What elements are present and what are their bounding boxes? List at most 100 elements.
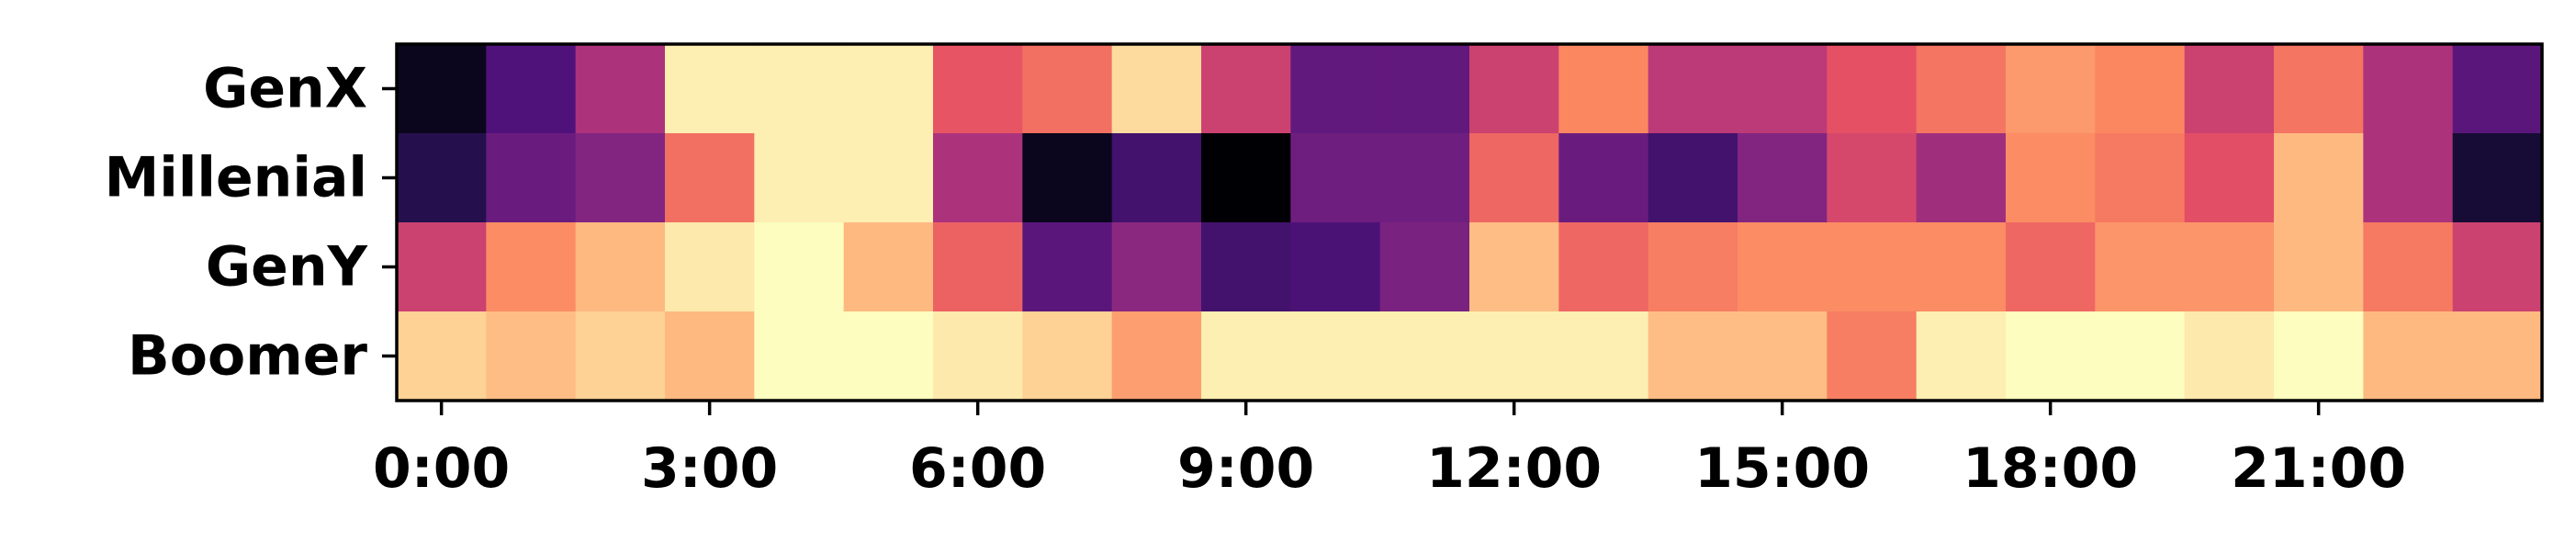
heatmap-cell <box>2363 222 2454 312</box>
heatmap-cell <box>1290 133 1381 223</box>
heatmap-cell <box>397 44 487 134</box>
heatmap-cell <box>1558 133 1649 223</box>
heatmap-cell <box>2184 311 2275 401</box>
heatmap-cell <box>1022 311 1113 401</box>
heatmap-cell <box>1558 44 1649 134</box>
heatmap-cell <box>754 133 845 223</box>
heatmap-cell <box>2274 311 2364 401</box>
heatmap-cell <box>1022 44 1113 134</box>
heatmap-cell <box>2006 222 2096 312</box>
heatmap-cell <box>843 133 934 223</box>
x-tick-label: 21:00 <box>2231 436 2406 501</box>
heatmap-cell <box>1111 44 1202 134</box>
heatmap-cell <box>2274 222 2364 312</box>
heatmap-cell <box>397 133 487 223</box>
heatmap-cell <box>2452 222 2543 312</box>
heatmap-cell <box>1916 133 2007 223</box>
heatmap-cell <box>2274 44 2364 134</box>
heatmap-cell <box>397 222 487 312</box>
heatmap-cell <box>1111 311 1202 401</box>
heatmap-cell <box>1022 133 1113 223</box>
heatmap-cell <box>2452 133 2543 223</box>
heatmap-cell <box>1648 222 1738 312</box>
heatmap-cell <box>2184 133 2275 223</box>
heatmap-cell <box>1648 44 1738 134</box>
plot-frame <box>395 42 2544 402</box>
heatmap-cell <box>933 44 1023 134</box>
heatmap-cell <box>2006 311 2096 401</box>
heatmap-cell <box>1379 133 1470 223</box>
heatmap-cell <box>2274 133 2364 223</box>
heatmap-cell <box>397 311 487 401</box>
heatmap-cell <box>754 222 845 312</box>
heatmap-cell <box>933 311 1023 401</box>
heatmap-cell <box>1201 133 1291 223</box>
heatmap-cell <box>2095 222 2186 312</box>
heatmap-cell <box>754 311 845 401</box>
heatmap-cell <box>1827 311 1918 401</box>
heatmap-cell <box>1290 44 1381 134</box>
heatmap-cell <box>1469 133 1559 223</box>
heatmap-cell <box>575 133 666 223</box>
heatmap-cell <box>1827 44 1918 134</box>
y-tick-label: GenX <box>203 57 367 121</box>
heatmap-cell <box>1916 311 2007 401</box>
heatmap-cell <box>665 222 755 312</box>
heatmap-cell <box>843 44 934 134</box>
heatmap-cell <box>1022 222 1113 312</box>
heatmap-cell <box>1469 311 1559 401</box>
heatmap-cell <box>933 222 1023 312</box>
heatmap-cell <box>2006 44 2096 134</box>
heatmap-cell <box>1379 222 1470 312</box>
heatmap-cell <box>843 311 934 401</box>
y-tick-label: GenY <box>206 235 369 300</box>
heatmap-cell <box>754 44 845 134</box>
heatmap-cell <box>1648 133 1738 223</box>
heatmap-cell <box>2363 133 2454 223</box>
heatmap-cell <box>1558 311 1649 401</box>
heatmap-cell <box>2363 44 2454 134</box>
heatmap-cell <box>1111 222 1202 312</box>
heatmap-cell <box>575 311 666 401</box>
heatmap-cell <box>1827 133 1918 223</box>
heatmap-cell <box>486 311 577 401</box>
heatmap-cell <box>2095 311 2186 401</box>
heatmap-cell <box>2363 311 2454 401</box>
heatmap-cell <box>486 44 577 134</box>
x-tick-label: 18:00 <box>1963 436 2138 501</box>
heatmap-cell <box>2184 222 2275 312</box>
x-tick-label: 12:00 <box>1426 436 1602 501</box>
heatmap-cell <box>1827 222 1918 312</box>
heatmap-cell <box>1738 222 1828 312</box>
heatmap-cell <box>1916 44 2007 134</box>
heatmap-cell <box>2095 44 2186 134</box>
x-axis: 0:00 3:00 6:00 9:00 12:00 15:00 18:00 21:00 <box>373 401 2406 501</box>
heatmap-cell <box>1379 44 1470 134</box>
heatmap-cell <box>665 133 755 223</box>
heatmap-cell <box>665 44 755 134</box>
heatmap-cell <box>2006 133 2096 223</box>
heatmap-cell <box>575 44 666 134</box>
heatmap-cell <box>1738 44 1828 134</box>
y-tick-label: Millenial <box>105 146 367 210</box>
heatmap-cell <box>1738 133 1828 223</box>
heatmap-cell <box>1916 222 2007 312</box>
heatmap-cell <box>1111 133 1202 223</box>
x-tick-label: 15:00 <box>1694 436 1870 501</box>
y-axis: GenX Millenial GenY Boomer <box>105 57 397 389</box>
heatmap-cell <box>1201 311 1291 401</box>
heatmap-cell <box>1469 222 1559 312</box>
x-tick-label: 3:00 <box>641 436 778 501</box>
heatmap-cell <box>575 222 666 312</box>
heatmap-cell <box>1290 311 1381 401</box>
heatmap-cell <box>1738 311 1828 401</box>
x-tick-label: 9:00 <box>1177 436 1314 501</box>
heatmap-cell <box>1290 222 1381 312</box>
heatmap-cell <box>2452 311 2543 401</box>
heatmap-cell <box>1558 222 1649 312</box>
heatmap-cell <box>1379 311 1470 401</box>
heatmap-cell <box>1648 311 1738 401</box>
heatmap-cell <box>665 311 755 401</box>
heatmap-cell <box>933 133 1023 223</box>
heatmap-cell <box>843 222 934 312</box>
